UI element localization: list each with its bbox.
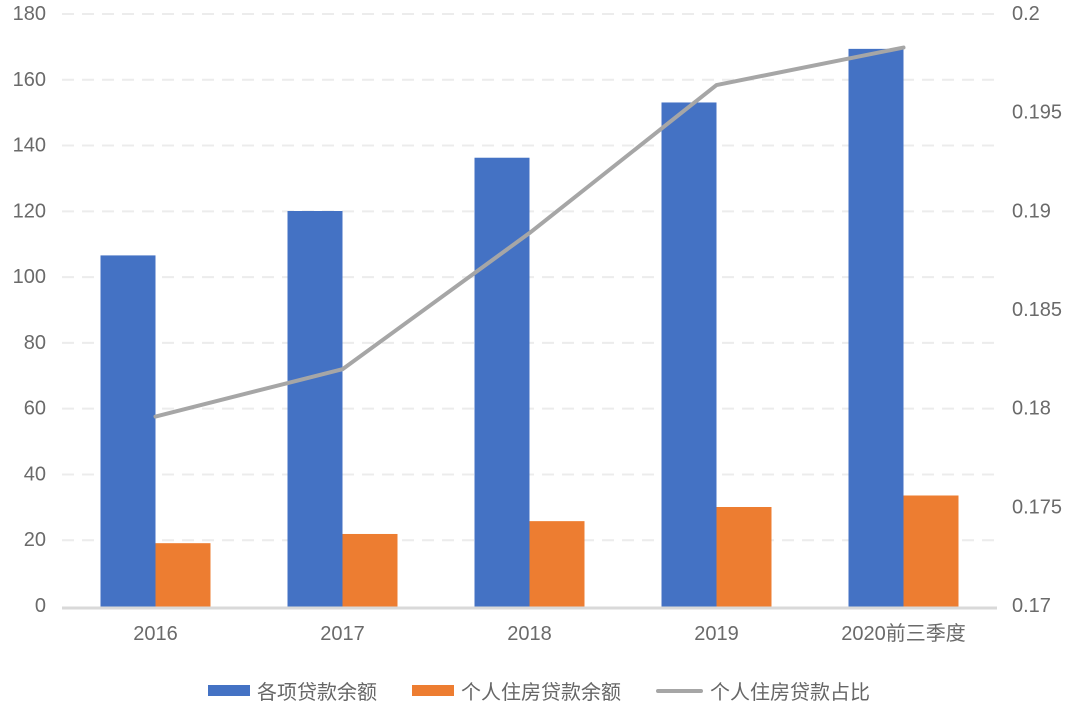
- bar-housing-loan-balance: [342, 533, 398, 607]
- left-axis-tick-label: 100: [13, 266, 46, 288]
- bar-housing-loan-balance: [716, 507, 772, 607]
- legend-item-housing-loan-ratio: 个人住房贷款占比: [656, 676, 870, 705]
- left-axis-tick-label: 120: [13, 200, 46, 222]
- x-axis-tick-label: 2017: [320, 623, 365, 645]
- bar-housing-loan-balance: [903, 495, 959, 607]
- legend-swatch-gray-line: [656, 688, 703, 693]
- right-axis-tick-label: 0.195: [1012, 102, 1062, 124]
- bar-total-loan-balance: [474, 157, 530, 608]
- bar-total-loan-balance: [848, 48, 904, 607]
- right-axis-tick-label: 0.17: [1012, 595, 1051, 617]
- left-axis-tick-label: 40: [24, 463, 46, 485]
- right-axis-tick-label: 0.185: [1012, 299, 1062, 321]
- x-axis-tick-label: 2020前三季度: [841, 622, 966, 645]
- left-axis-tick-label: 20: [24, 529, 46, 551]
- x-axis-tick-label: 2016: [133, 623, 178, 645]
- legend-swatch-orange-bar: [412, 685, 454, 696]
- left-axis-tick-label: 180: [13, 3, 46, 25]
- bar-housing-loan-balance: [155, 543, 211, 607]
- left-axis-tick-label: 140: [13, 135, 46, 157]
- left-axis-tick-label: 80: [24, 332, 46, 354]
- left-axis-tick-label: 60: [24, 398, 46, 420]
- legend-item-housing-loan-balance: 个人住房贷款余额: [412, 676, 621, 705]
- bar-total-loan-balance: [287, 211, 343, 607]
- left-axis-tick-label: 160: [13, 69, 46, 91]
- legend-swatch-blue-bar: [208, 685, 250, 696]
- bar-total-loan-balance: [661, 102, 717, 608]
- x-axis-tick-label: 2018: [507, 623, 552, 645]
- right-axis-tick-label: 0.2: [1012, 3, 1040, 25]
- right-axis-tick-label: 0.175: [1012, 496, 1062, 518]
- right-axis-tick-label: 0.19: [1012, 200, 1051, 222]
- legend-label-housing-loan-balance: 个人住房贷款余额: [461, 682, 621, 704]
- right-axis-tick-label: 0.18: [1012, 398, 1051, 420]
- legend: 各项贷款余额 个人住房贷款余额 个人住房贷款占比: [0, 676, 1078, 705]
- bar-total-loan-balance: [100, 255, 156, 607]
- plot-area: 0 20 40 60 80 100 120 140 160 180 0.17 0.175 0.18 0.1…: [13, 3, 1062, 645]
- ratio-line: [153, 45, 906, 419]
- legend-label-total-loan-balance: 各项贷款余额: [257, 682, 377, 704]
- legend-label-housing-loan-ratio: 个人住房贷款占比: [710, 682, 870, 704]
- x-axis-tick-label: 2019: [694, 623, 739, 645]
- left-axis-tick-label: 0: [35, 595, 46, 617]
- bar-housing-loan-balance: [529, 521, 585, 607]
- legend-item-total-loan-balance: 各项贷款余额: [208, 676, 377, 705]
